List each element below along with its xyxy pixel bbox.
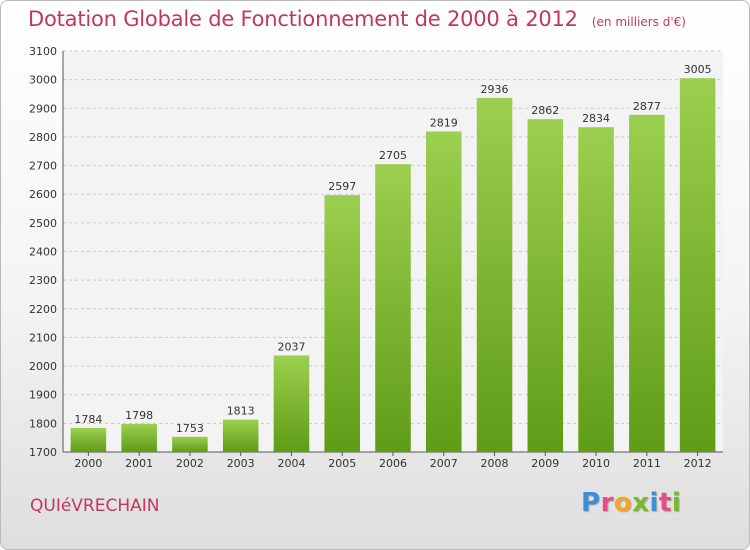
y-tick-label: 3000 bbox=[29, 74, 57, 87]
x-tick-label: 2010 bbox=[582, 457, 610, 470]
bar-2011 bbox=[629, 114, 665, 453]
bar-value-label: 2597 bbox=[328, 180, 356, 193]
bar-value-label: 1798 bbox=[125, 409, 153, 422]
bar-2001 bbox=[121, 423, 157, 452]
chart-title: Dotation Globale de Fonctionnement de 20… bbox=[28, 7, 686, 31]
bar-value-label: 2877 bbox=[633, 100, 661, 113]
bar-2003 bbox=[222, 419, 259, 452]
y-tick-label: 2800 bbox=[29, 131, 57, 144]
y-tick-label: 2700 bbox=[29, 160, 57, 173]
logo-letter: P bbox=[581, 488, 601, 518]
y-tick-label: 1900 bbox=[29, 389, 57, 402]
bar-2009 bbox=[527, 119, 564, 453]
x-tick-label: 2005 bbox=[328, 457, 356, 470]
logo-letter: o bbox=[613, 488, 633, 518]
bar-2005 bbox=[324, 195, 360, 452]
x-tick-label: 2007 bbox=[430, 457, 458, 470]
bar-2002 bbox=[172, 436, 208, 452]
logo-letter: i bbox=[649, 488, 659, 518]
y-tick-label: 2000 bbox=[29, 360, 57, 373]
bar-2012 bbox=[679, 78, 716, 452]
y-tick-label: 2500 bbox=[29, 217, 57, 230]
bar-2008 bbox=[476, 97, 513, 452]
proxiti-logo: Proxiti bbox=[581, 488, 681, 518]
bar-value-label: 2819 bbox=[430, 116, 458, 129]
x-tick-label: 2012 bbox=[684, 457, 712, 470]
bar-value-label: 1784 bbox=[74, 413, 102, 426]
bar-2006 bbox=[375, 164, 411, 452]
x-tick-label: 2004 bbox=[277, 457, 305, 470]
bar-value-label: 2936 bbox=[481, 83, 509, 96]
bar-value-label: 3005 bbox=[684, 63, 712, 76]
x-tick-label: 2008 bbox=[481, 457, 509, 470]
x-tick-label: 2003 bbox=[227, 457, 255, 470]
bar-value-label: 1753 bbox=[176, 422, 204, 435]
chart-unit: (en milliers d'€) bbox=[591, 15, 686, 29]
x-tick-label: 2006 bbox=[379, 457, 407, 470]
bar-2004 bbox=[273, 355, 310, 452]
y-tick-label: 1700 bbox=[29, 446, 57, 459]
x-tick-label: 2000 bbox=[74, 457, 102, 470]
logo-letter: i bbox=[671, 488, 682, 518]
bar-value-label: 2037 bbox=[277, 340, 305, 353]
x-tick-label: 2001 bbox=[125, 457, 153, 470]
x-tick-label: 2002 bbox=[176, 457, 204, 470]
logo-letter: r bbox=[600, 488, 614, 518]
bar-value-label: 2705 bbox=[379, 149, 407, 162]
bar-2010 bbox=[578, 127, 614, 452]
bar-value-label: 2834 bbox=[582, 112, 610, 125]
city-name: QUIéVRECHAIN bbox=[30, 496, 160, 516]
y-tick-label: 2400 bbox=[29, 246, 57, 259]
y-tick-label: 2200 bbox=[29, 303, 57, 316]
x-tick-label: 2011 bbox=[633, 457, 661, 470]
bar-value-label: 1813 bbox=[227, 405, 255, 418]
y-tick-label: 2600 bbox=[29, 188, 57, 201]
logo-letter: x bbox=[632, 488, 650, 518]
x-tick-label: 2009 bbox=[531, 457, 559, 470]
y-tick-label: 2900 bbox=[29, 102, 57, 115]
chart-title-text: Dotation Globale de Fonctionnement de 20… bbox=[28, 7, 578, 31]
bar-2000 bbox=[70, 427, 107, 452]
y-tick-label: 3100 bbox=[29, 45, 57, 58]
y-tick-label: 2100 bbox=[29, 331, 57, 344]
y-tick-label: 1800 bbox=[29, 417, 57, 430]
y-tick-label: 2300 bbox=[29, 274, 57, 287]
bar-2007 bbox=[426, 131, 462, 452]
logo-letter: t bbox=[658, 488, 672, 518]
bar-value-label: 2862 bbox=[531, 104, 559, 117]
